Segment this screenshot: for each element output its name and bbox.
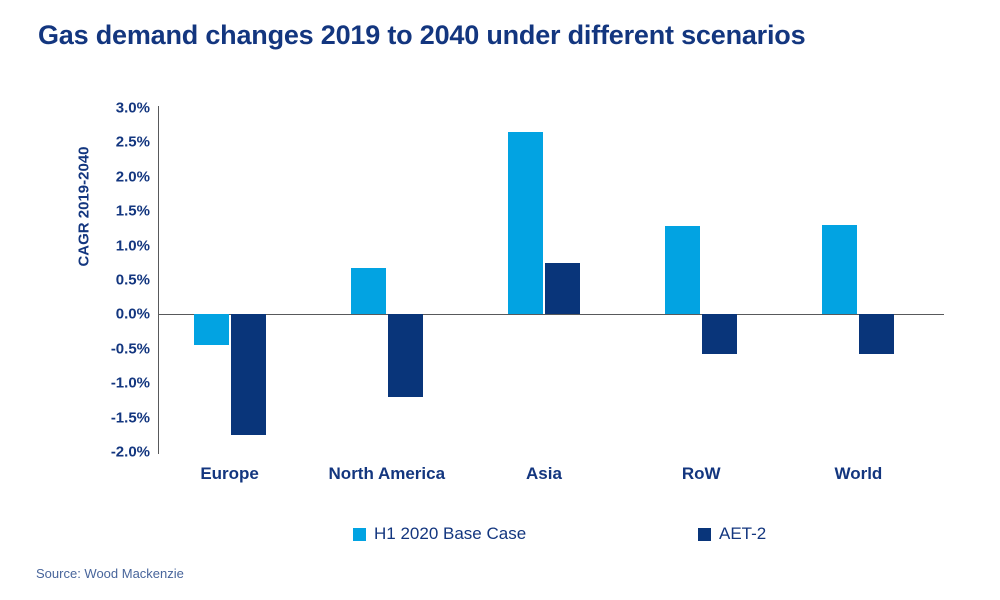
bar-europe-series-1 — [230, 314, 266, 435]
bar-europe-series-0 — [193, 314, 229, 346]
page-title: Gas demand changes 2019 to 2040 under di… — [38, 20, 806, 50]
y-axis-tick-label: -1.5% — [110, 409, 150, 427]
y-axis-tick-labels: 3.0% 2.5% 2.0% 1.5% 1.0% 0.5% 0.0% -0.5% -1.0% -1… — [78, 100, 150, 461]
y-axis-tick-label: 3.0% — [115, 99, 150, 117]
x-axis-label-asia: Asia — [526, 464, 562, 483]
bar-world-series-0 — [822, 224, 858, 315]
y-axis-tick-label: 1.0% — [115, 237, 150, 255]
bar-row-series-1 — [702, 314, 738, 355]
x-axis-label-europe: Europe — [200, 464, 259, 483]
y-axis-tick-label: -2.0% — [110, 443, 150, 461]
source-note: Source: Wood Mackenzie — [36, 566, 184, 581]
bar-row-series-0 — [665, 226, 701, 315]
x-axis-label-row: RoW — [681, 464, 721, 483]
legend-item-1[interactable]: AET-2 — [698, 524, 766, 544]
bar-asia-series-0 — [508, 132, 543, 315]
bar-north-america-series-0 — [350, 268, 386, 315]
legend-item-0[interactable]: H1 2020 Base Case — [353, 524, 526, 544]
y-axis-tick-label: 0.0% — [115, 305, 150, 323]
x-axis-label-north-america: North America — [328, 464, 446, 483]
x-axis-category-labels: Europe North America Asia RoW World — [158, 464, 944, 490]
legend-label: H1 2020 Base Case — [374, 524, 527, 543]
y-axis-tick-label: 1.5% — [115, 202, 150, 220]
x-axis-label-world: World — [834, 464, 883, 483]
legend-swatch-icon — [353, 527, 366, 541]
legend-label: AET-2 — [719, 524, 767, 543]
y-axis-tick-label: -0.5% — [110, 340, 150, 358]
y-axis-tick-label: 2.0% — [115, 168, 150, 186]
bars-layer — [158, 108, 944, 452]
zero-baseline — [158, 314, 944, 315]
bar-north-america-series-1 — [387, 314, 423, 397]
legend-swatch-icon — [698, 527, 711, 541]
y-axis-tick-label: 2.5% — [115, 133, 150, 151]
chart-legend: H1 2020 Base Case AET-2 — [158, 524, 944, 550]
bar-asia-series-1 — [545, 262, 580, 315]
y-axis-tick-label: -1.0% — [110, 374, 150, 392]
y-axis-line — [158, 106, 159, 454]
bar-world-series-1 — [859, 314, 895, 355]
y-axis-tick-label: 0.5% — [115, 271, 150, 289]
